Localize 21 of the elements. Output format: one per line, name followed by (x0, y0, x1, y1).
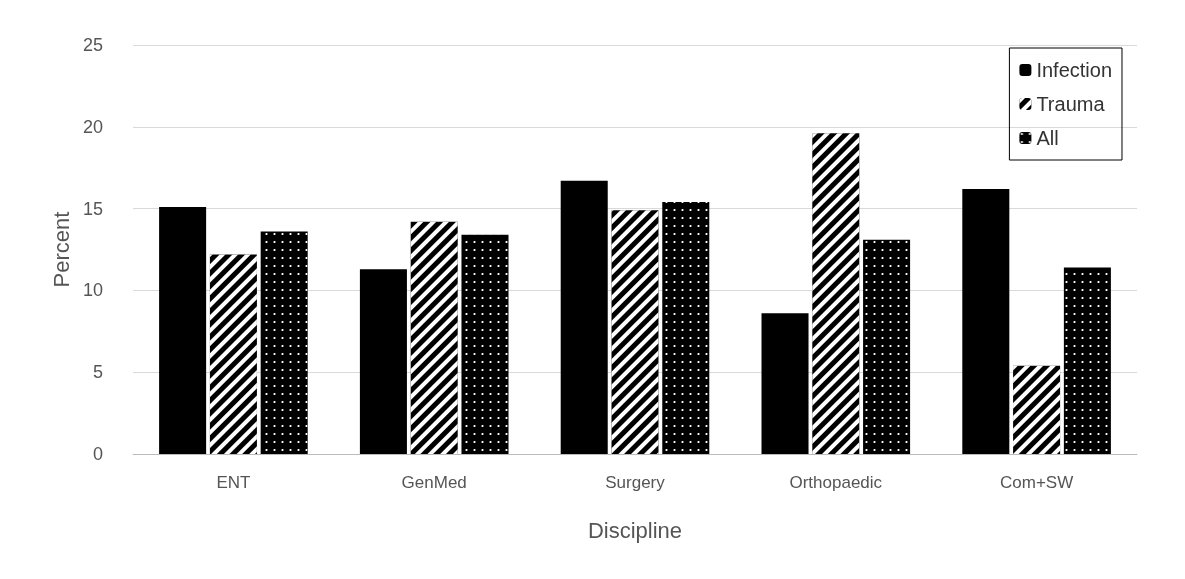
x-tick-label: Surgery (605, 473, 666, 492)
bar (560, 180, 608, 454)
x-axis-title: Discipline (587, 517, 683, 543)
x-tick-label: ENT (216, 473, 251, 492)
y-tick-label: 5 (92, 362, 103, 383)
legend-label: Infection (1036, 59, 1112, 81)
legend-label: All (1036, 127, 1059, 149)
y-tick-label: 10 (82, 280, 103, 301)
bar (962, 188, 1010, 454)
y-tick-label: 20 (82, 116, 103, 137)
bar (159, 206, 207, 454)
x-tick-label: Com+SW (999, 473, 1074, 492)
bar (761, 313, 809, 454)
x-tick-label: GenMed (401, 473, 467, 492)
bar (359, 269, 407, 454)
y-tick-label: 0 (92, 444, 103, 464)
y-tick-label: 15 (82, 198, 103, 219)
legend-label: Trauma (1036, 93, 1106, 115)
y-tick-label: 25 (82, 35, 103, 55)
x-tick-label: Orthopaedic (789, 473, 883, 492)
y-axis-title: Percent (48, 211, 74, 288)
